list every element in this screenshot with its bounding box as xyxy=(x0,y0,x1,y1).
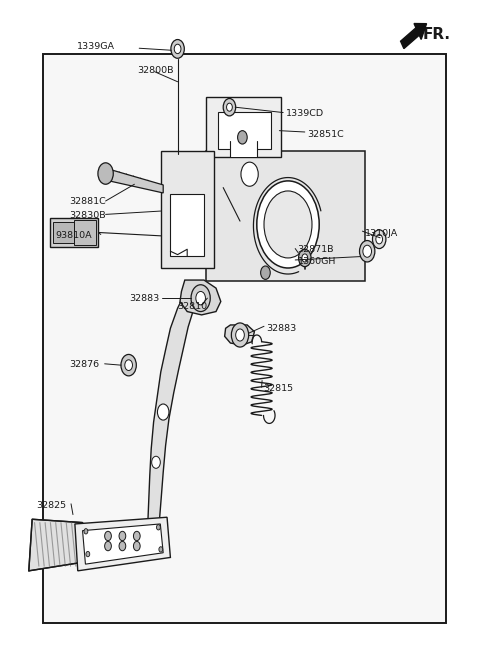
Text: 32851C: 32851C xyxy=(307,129,344,139)
Circle shape xyxy=(84,529,88,534)
Text: 32825: 32825 xyxy=(36,501,66,511)
Text: 93810A: 93810A xyxy=(55,231,92,241)
Circle shape xyxy=(223,98,236,116)
Circle shape xyxy=(119,541,126,551)
Circle shape xyxy=(159,547,163,552)
Text: 1339GA: 1339GA xyxy=(77,42,115,52)
Circle shape xyxy=(360,241,375,262)
Polygon shape xyxy=(50,218,98,247)
Polygon shape xyxy=(170,194,204,256)
Polygon shape xyxy=(74,220,96,245)
Circle shape xyxy=(264,191,312,258)
Circle shape xyxy=(363,245,372,257)
Circle shape xyxy=(238,131,247,144)
Text: 32830B: 32830B xyxy=(70,211,106,220)
Polygon shape xyxy=(230,141,257,157)
Circle shape xyxy=(152,456,160,468)
Polygon shape xyxy=(103,168,163,193)
Circle shape xyxy=(196,291,205,305)
Circle shape xyxy=(156,525,160,530)
Polygon shape xyxy=(206,97,281,157)
Circle shape xyxy=(372,230,386,249)
Polygon shape xyxy=(180,280,221,315)
Polygon shape xyxy=(218,112,271,149)
Circle shape xyxy=(299,249,311,267)
Circle shape xyxy=(257,181,319,268)
Polygon shape xyxy=(75,517,170,571)
Circle shape xyxy=(98,163,113,184)
FancyArrow shape xyxy=(401,23,427,49)
Bar xyxy=(43,54,446,623)
Text: 32815: 32815 xyxy=(263,384,293,393)
Circle shape xyxy=(241,162,258,186)
Circle shape xyxy=(171,40,184,58)
Polygon shape xyxy=(225,325,254,345)
Polygon shape xyxy=(29,519,83,571)
Circle shape xyxy=(227,103,232,111)
Text: 32871B: 32871B xyxy=(298,245,334,255)
Text: 32810: 32810 xyxy=(178,302,208,311)
Text: 1310JA: 1310JA xyxy=(365,228,398,238)
Text: FR.: FR. xyxy=(422,27,450,42)
Circle shape xyxy=(261,266,270,279)
Polygon shape xyxy=(83,524,163,564)
Circle shape xyxy=(86,551,90,557)
Text: 32883: 32883 xyxy=(266,324,297,333)
Circle shape xyxy=(119,531,126,541)
Circle shape xyxy=(121,354,136,376)
Text: 32881C: 32881C xyxy=(70,196,107,206)
Polygon shape xyxy=(161,151,214,268)
Polygon shape xyxy=(53,222,74,243)
Circle shape xyxy=(191,285,210,312)
Circle shape xyxy=(174,44,181,54)
Text: 32800B: 32800B xyxy=(137,66,173,75)
Circle shape xyxy=(105,541,111,551)
Circle shape xyxy=(302,254,308,262)
Circle shape xyxy=(133,531,140,541)
Circle shape xyxy=(125,360,132,371)
Circle shape xyxy=(231,323,249,347)
Polygon shape xyxy=(148,283,204,523)
Text: 1339CD: 1339CD xyxy=(286,109,324,119)
Circle shape xyxy=(133,541,140,551)
Text: 32883: 32883 xyxy=(130,293,160,303)
Text: 1360GH: 1360GH xyxy=(298,257,336,266)
Circle shape xyxy=(376,234,383,244)
Circle shape xyxy=(236,329,244,341)
Text: 32876: 32876 xyxy=(70,360,100,369)
Circle shape xyxy=(105,531,111,541)
Polygon shape xyxy=(206,151,365,281)
Circle shape xyxy=(157,404,169,420)
